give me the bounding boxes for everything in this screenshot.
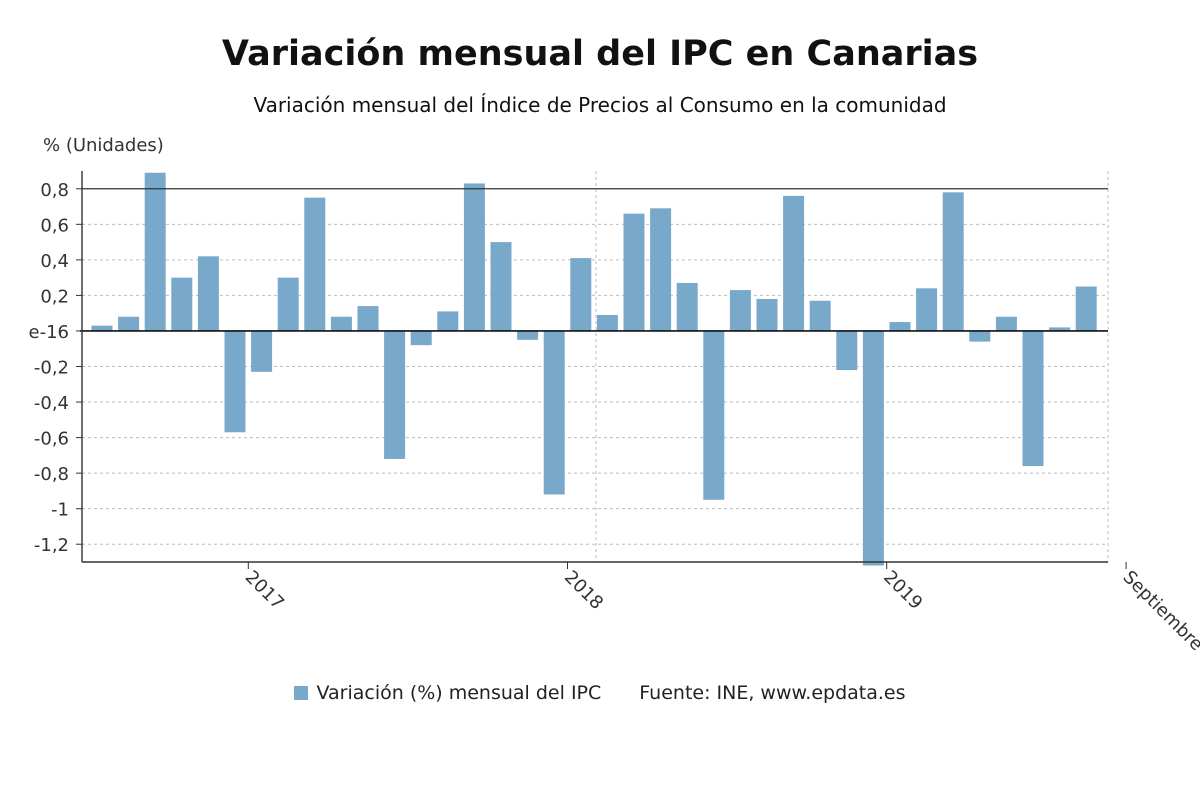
- bar: [171, 277, 193, 331]
- bar: [862, 330, 884, 566]
- legend-series-label: Variación (%) mensual del IPC: [316, 682, 602, 704]
- bar: [437, 311, 459, 331]
- y-tick-label: 0,2: [40, 286, 69, 307]
- axes: [80, 171, 1108, 563]
- bar: [517, 330, 539, 340]
- bar: [1075, 286, 1097, 331]
- x-tick-label: Septiembre: [1119, 567, 1200, 655]
- y-axis-label: % (Unidades): [43, 135, 164, 156]
- y-tick-label: -0,8: [34, 464, 69, 485]
- source-note: Fuente: INE, www.epdata.es: [639, 682, 906, 704]
- chart-title: Variación mensual del IPC en Canarias: [221, 34, 979, 74]
- y-tick-label: -1,2: [34, 535, 69, 556]
- bar: [756, 298, 778, 331]
- y-tick-label: -0,2: [34, 358, 69, 379]
- bar: [144, 172, 166, 331]
- bar: [357, 306, 379, 331]
- bar: [596, 314, 618, 331]
- bar: [330, 316, 352, 331]
- bar: [251, 330, 273, 372]
- y-tick-label: 0,8: [40, 180, 69, 201]
- bar: [304, 197, 326, 331]
- bar: [277, 277, 299, 331]
- x-axis-ticks: 2017 2018 2019 Septiembre: [241, 562, 1200, 655]
- bar: [543, 330, 565, 495]
- bar: [703, 330, 725, 500]
- bar: [91, 325, 113, 331]
- bar: [1049, 327, 1071, 331]
- bar: [197, 256, 219, 331]
- y-tick-label: 0,4: [40, 251, 69, 272]
- bar: [942, 192, 964, 331]
- x-tick-label: 2019: [879, 567, 926, 614]
- bar: [729, 290, 751, 331]
- bar: [995, 316, 1017, 331]
- bar: [570, 258, 592, 331]
- bar: [809, 300, 831, 331]
- x-tick-label: 2017: [241, 567, 288, 614]
- bar: [490, 242, 512, 331]
- bar: [969, 330, 991, 342]
- y-tick-label: -1: [51, 500, 69, 521]
- bar: [1022, 330, 1044, 467]
- bar: [384, 330, 406, 459]
- bar: [783, 195, 805, 331]
- x-tick-label: 2018: [560, 567, 607, 614]
- bar: [118, 316, 140, 331]
- bar: [676, 282, 698, 331]
- grid-lines: [81, 171, 1109, 562]
- y-tick-label: -0,6: [34, 429, 69, 450]
- chart-subtitle: Variación mensual del Índice de Precios …: [253, 93, 947, 117]
- bar: [410, 330, 432, 346]
- bars: [91, 172, 1097, 566]
- legend: Variación (%) mensual del IPC Fuente: IN…: [0, 682, 1200, 704]
- bar: [623, 213, 645, 331]
- y-tick-label: 0,6: [40, 215, 69, 236]
- bar: [463, 183, 485, 331]
- bar: [916, 288, 938, 331]
- y-tick-label: e-16: [29, 322, 69, 343]
- bar: [650, 208, 672, 331]
- bar: [889, 322, 911, 331]
- legend-swatch: [294, 686, 309, 700]
- y-axis-ticks: 0,8 0,6 0,4 0,2 e-16 -0,2 -0,4 -0,6 -0,8 -1 -1,2: [29, 180, 82, 556]
- bar: [224, 330, 246, 433]
- bar: [836, 330, 858, 371]
- y-tick-label: -0,4: [34, 393, 69, 414]
